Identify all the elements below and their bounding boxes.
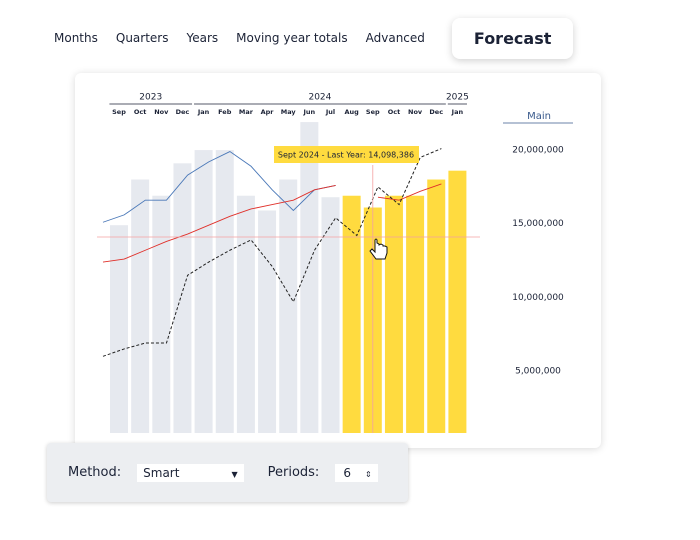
year-label: 2023 — [139, 93, 162, 103]
x-tick-label: Jan — [451, 108, 464, 116]
x-tick-label: Jul — [325, 108, 335, 116]
forecast-controls: Method: Smart ▼ Periods: 6 ⇕ — [47, 443, 408, 502]
x-tick-label: Oct — [388, 108, 401, 116]
bar — [300, 122, 319, 433]
bar — [279, 179, 298, 433]
tab[interactable]: Quarters — [115, 31, 169, 45]
y-tick-label: 5,000,000 — [515, 367, 561, 377]
tab[interactable]: Moving year totals — [236, 31, 348, 45]
bar — [194, 150, 213, 433]
bar — [173, 163, 192, 433]
bar — [236, 195, 255, 433]
tab[interactable]: Years — [186, 31, 219, 45]
year-label: 2024 — [308, 93, 331, 103]
x-tick-label: Jun — [303, 108, 316, 116]
x-tick-label: Sep — [112, 108, 126, 116]
bar — [321, 197, 340, 433]
line-series — [102, 183, 442, 263]
x-tick-label: Jan — [197, 108, 210, 116]
y-axis-title: Main — [527, 111, 551, 122]
bar — [427, 179, 446, 433]
y-tick-label: 15,000,000 — [512, 219, 564, 229]
method-value: Smart — [143, 465, 180, 480]
select-arrow: ▼ — [231, 469, 238, 479]
bar — [110, 225, 128, 433]
method-label: Method: — [68, 465, 122, 480]
bar — [406, 195, 425, 433]
periods-input[interactable]: 6 ⇕ — [335, 463, 378, 482]
y-tick-label: 20,000,000 — [512, 146, 564, 156]
tab[interactable]: Forecast — [451, 17, 574, 59]
bar — [448, 170, 467, 433]
bar — [258, 210, 277, 433]
x-tick-label: Nov — [408, 108, 423, 116]
bar — [384, 195, 403, 433]
spinner: ⇕ — [364, 469, 372, 479]
periods-value: 6 — [343, 465, 351, 480]
tab-bar: Months Quarters Years Moving year totals Adv… — [45, 16, 574, 60]
plot — [102, 122, 467, 433]
x-tick-label: Mar — [239, 108, 254, 116]
x-tick-label: Dec — [176, 108, 190, 116]
cursor — [369, 238, 388, 260]
bar — [131, 179, 150, 433]
tooltip-text: Sept 2024 - Last Year: 14,098,386 — [278, 151, 414, 160]
y-tick-label: 10,000,000 — [512, 293, 564, 303]
tooltip-box — [274, 146, 419, 163]
x-tick-label: Nov — [154, 108, 169, 116]
x-tick-label: Feb — [218, 108, 232, 116]
bar — [152, 195, 171, 433]
x-tick-label: Apr — [261, 108, 275, 116]
bar — [215, 150, 234, 433]
x-tick-label: Aug — [344, 108, 359, 116]
tab[interactable]: Advanced — [365, 31, 425, 45]
x-tick-label: Dec — [429, 108, 443, 116]
x-tick-label: May — [281, 108, 297, 116]
x-tick-label: Oct — [134, 108, 147, 116]
tab[interactable]: Months — [54, 31, 98, 45]
x-tick-label: Sep — [366, 108, 380, 116]
periods-label: Periods: — [267, 465, 320, 480]
bar — [342, 195, 361, 433]
line-series — [102, 151, 336, 223]
method-select[interactable]: Smart ▼ — [137, 463, 244, 482]
year-label: 2025 — [446, 93, 469, 103]
